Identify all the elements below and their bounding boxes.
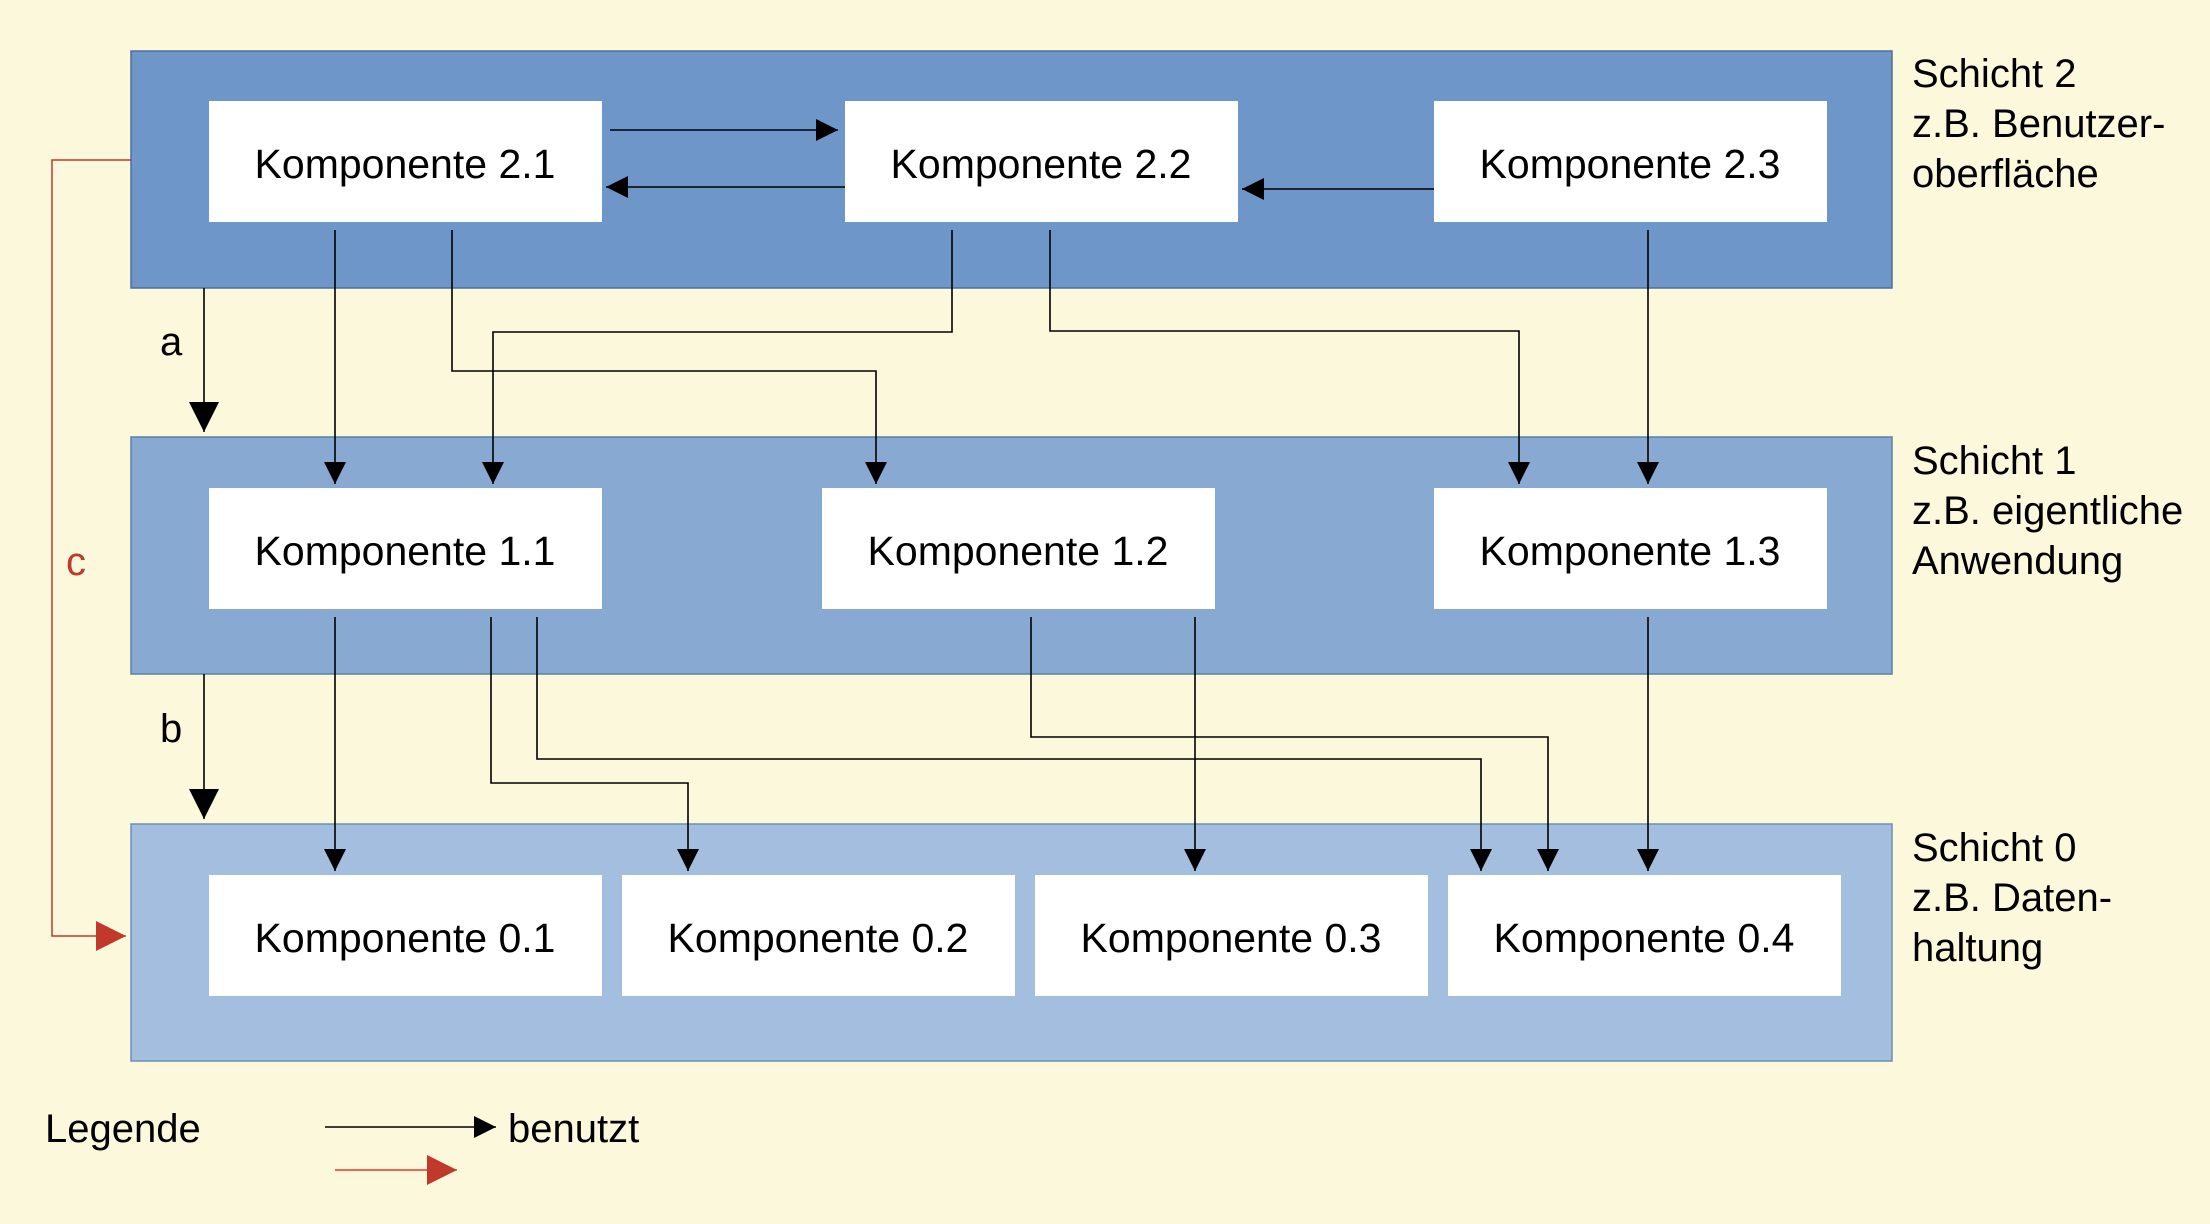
edge-label-c: c bbox=[66, 540, 86, 584]
edge-label-a: a bbox=[160, 320, 183, 364]
legend-uses-label: benutzt bbox=[508, 1107, 639, 1151]
component-2-2: Komponente 2.2 bbox=[845, 101, 1238, 222]
edge-label-b: b bbox=[160, 707, 182, 751]
component-0-3: Komponente 0.3 bbox=[1035, 875, 1428, 996]
component-1-1-label: Komponente 1.1 bbox=[255, 528, 556, 574]
component-0-3-label: Komponente 0.3 bbox=[1081, 915, 1382, 961]
arrow-1-1-to-0-4 bbox=[536, 617, 1492, 871]
layer-1-label: Schicht 1 z.B. eigentliche Anwendung bbox=[1912, 439, 2183, 583]
component-1-3-label: Komponente 1.3 bbox=[1480, 528, 1781, 574]
layer-2-title: Schicht 2 bbox=[1912, 52, 2077, 96]
component-0-1-label: Komponente 0.1 bbox=[255, 915, 556, 961]
layer-2-desc-line2: oberfläche bbox=[1912, 152, 2099, 196]
legend: Legende benutzt bbox=[45, 1107, 639, 1185]
component-2-3-label: Komponente 2.3 bbox=[1480, 141, 1781, 187]
layer-1-desc-line1: z.B. eigentliche bbox=[1912, 489, 2183, 533]
component-0-2-label: Komponente 0.2 bbox=[668, 915, 969, 961]
arrow-2-1-to-1-2 bbox=[451, 230, 887, 484]
arrow-2-2-to-1-1 bbox=[482, 230, 953, 484]
arrow-2-2-to-1-3 bbox=[1049, 230, 1530, 484]
component-0-4-label: Komponente 0.4 bbox=[1494, 915, 1795, 961]
arrow-1-1-to-0-2 bbox=[490, 617, 699, 871]
component-2-3: Komponente 2.3 bbox=[1434, 101, 1827, 222]
component-1-3: Komponente 1.3 bbox=[1434, 488, 1827, 609]
layer-1-title: Schicht 1 bbox=[1912, 439, 2077, 483]
component-1-2-label: Komponente 1.2 bbox=[868, 528, 1169, 574]
layer-2-label: Schicht 2 z.B. Benutzer- oberfläche bbox=[1912, 52, 2165, 196]
component-0-1: Komponente 0.1 bbox=[209, 875, 602, 996]
component-2-2-label: Komponente 2.2 bbox=[891, 141, 1192, 187]
component-0-2: Komponente 0.2 bbox=[622, 875, 1015, 996]
component-2-1-label: Komponente 2.1 bbox=[255, 141, 556, 187]
component-0-4: Komponente 0.4 bbox=[1448, 875, 1841, 996]
legend-title: Legende bbox=[45, 1107, 201, 1151]
component-1-1: Komponente 1.1 bbox=[209, 488, 602, 609]
layer-0-label: Schicht 0 z.B. Daten- haltung bbox=[1912, 826, 2112, 970]
arrow-c-layer-2-to-0 bbox=[51, 159, 131, 951]
arrow-1-2-to-0-4 bbox=[1030, 617, 1559, 871]
layer-0-desc-line1: z.B. Daten- bbox=[1912, 876, 2112, 920]
layer-1-desc-line2: Anwendung bbox=[1912, 539, 2123, 583]
layer-2-desc-line1: z.B. Benutzer- bbox=[1912, 102, 2165, 146]
component-1-2: Komponente 1.2 bbox=[822, 488, 1215, 609]
component-2-1: Komponente 2.1 bbox=[209, 101, 602, 222]
layer-0-desc-line2: haltung bbox=[1912, 926, 2043, 970]
layer-0-title: Schicht 0 bbox=[1912, 826, 2077, 870]
